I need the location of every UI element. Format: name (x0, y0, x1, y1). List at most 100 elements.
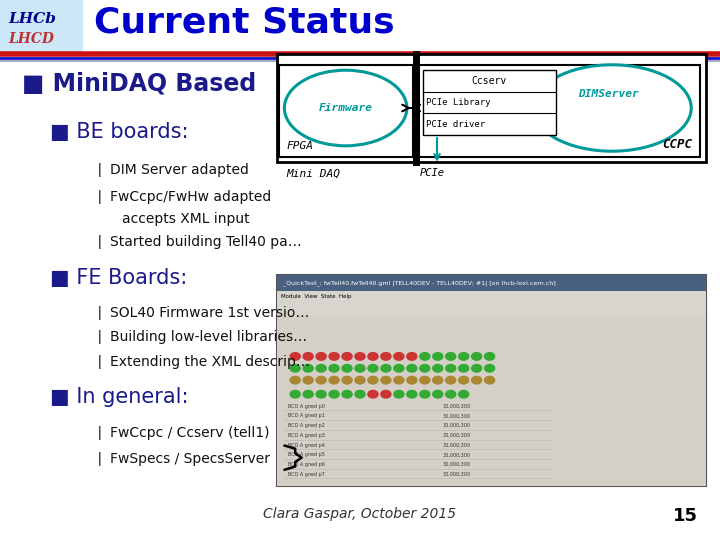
Text: BCO A gned p5: BCO A gned p5 (288, 453, 325, 457)
Circle shape (355, 353, 365, 360)
Circle shape (446, 390, 456, 398)
Text: ❘ SOL40 Firmware 1st versio…: ❘ SOL40 Firmware 1st versio… (94, 306, 309, 320)
Circle shape (342, 364, 352, 372)
Circle shape (381, 364, 391, 372)
Text: BCO A gned p7: BCO A gned p7 (288, 472, 325, 477)
Text: ■ BE boards:: ■ BE boards: (50, 122, 189, 143)
Circle shape (459, 353, 469, 360)
Circle shape (290, 390, 300, 398)
Text: BCO A gned p6: BCO A gned p6 (288, 462, 325, 467)
Circle shape (342, 390, 352, 398)
Text: ❘ FwSpecs / SpecsServer: ❘ FwSpecs / SpecsServer (94, 452, 269, 466)
Circle shape (433, 353, 443, 360)
Text: 30,000,300: 30,000,300 (443, 443, 471, 448)
Text: PCIe Library: PCIe Library (426, 98, 491, 107)
Bar (277, 302, 706, 316)
Text: LHCD: LHCD (9, 32, 55, 46)
Circle shape (394, 376, 404, 384)
Circle shape (316, 353, 326, 360)
Text: ❘ Extending the XML descrip…: ❘ Extending the XML descrip… (94, 355, 310, 369)
Circle shape (420, 376, 430, 384)
Circle shape (355, 390, 365, 398)
Circle shape (303, 376, 313, 384)
Circle shape (316, 364, 326, 372)
Text: 15: 15 (673, 507, 698, 525)
Bar (277, 275, 706, 291)
Ellipse shape (533, 65, 691, 151)
Text: BCO A gned p3: BCO A gned p3 (288, 433, 325, 438)
Circle shape (485, 353, 495, 360)
Bar (277, 54, 706, 162)
Text: LHCb: LHCb (9, 12, 56, 26)
Text: Firmware: Firmware (318, 103, 373, 113)
Bar (279, 65, 413, 157)
Bar (419, 65, 700, 157)
Circle shape (381, 353, 391, 360)
Circle shape (472, 353, 482, 360)
Text: 30,000,300: 30,000,300 (443, 404, 471, 409)
Circle shape (446, 376, 456, 384)
Circle shape (459, 390, 469, 398)
Circle shape (342, 376, 352, 384)
Circle shape (472, 376, 482, 384)
Circle shape (368, 364, 378, 372)
Text: FPGA: FPGA (287, 141, 314, 151)
Circle shape (446, 364, 456, 372)
Text: BCO A gned p4: BCO A gned p4 (288, 443, 325, 448)
Circle shape (407, 390, 417, 398)
Circle shape (355, 376, 365, 384)
Circle shape (329, 364, 339, 372)
Ellipse shape (284, 70, 407, 146)
Circle shape (316, 390, 326, 398)
Circle shape (394, 390, 404, 398)
Circle shape (290, 376, 300, 384)
Circle shape (485, 364, 495, 372)
Circle shape (459, 376, 469, 384)
Circle shape (420, 390, 430, 398)
Text: Current Status: Current Status (94, 5, 395, 39)
Text: ■ In general:: ■ In general: (50, 387, 189, 407)
Circle shape (329, 390, 339, 398)
Circle shape (290, 353, 300, 360)
Circle shape (459, 364, 469, 372)
Text: 30,000,300: 30,000,300 (443, 414, 471, 418)
Text: Ccserv: Ccserv (472, 76, 507, 86)
Bar (277, 291, 706, 302)
Circle shape (303, 364, 313, 372)
Circle shape (303, 390, 313, 398)
Circle shape (368, 376, 378, 384)
Circle shape (433, 364, 443, 372)
Text: BCO A gned p1: BCO A gned p1 (288, 414, 325, 418)
Circle shape (394, 364, 404, 372)
Text: PCIe driver: PCIe driver (426, 120, 485, 129)
Text: 30,000,300: 30,000,300 (443, 433, 471, 438)
Text: ■ FE Boards:: ■ FE Boards: (50, 268, 188, 288)
Text: Module  View  State  Help: Module View State Help (281, 294, 351, 299)
Bar (277, 275, 706, 486)
Text: 30,000,300: 30,000,300 (443, 453, 471, 457)
Circle shape (394, 353, 404, 360)
Circle shape (407, 353, 417, 360)
Text: ❘ Building low-level libraries…: ❘ Building low-level libraries… (94, 330, 307, 345)
Text: PCIe: PCIe (420, 168, 445, 179)
Text: accepts XML input: accepts XML input (122, 212, 250, 226)
Bar (277, 316, 706, 486)
Circle shape (446, 353, 456, 360)
Circle shape (316, 376, 326, 384)
Text: ■ MiniDAQ Based: ■ MiniDAQ Based (22, 72, 256, 96)
Text: _QuickTest_; fwTell40.fwTell40.gml |TELL40DEV - TELL40DEV; #1| [on lhcb-loxi.cer: _QuickTest_; fwTell40.fwTell40.gml |TELL… (281, 280, 556, 286)
Circle shape (368, 390, 378, 398)
Circle shape (485, 376, 495, 384)
Circle shape (303, 353, 313, 360)
Text: Mini DAQ: Mini DAQ (287, 168, 341, 179)
Text: ❘ Started building Tell40 pa…: ❘ Started building Tell40 pa… (94, 235, 302, 249)
Circle shape (381, 376, 391, 384)
Circle shape (420, 353, 430, 360)
Text: DIMServer: DIMServer (578, 90, 639, 99)
Text: BCO A gned p2: BCO A gned p2 (288, 423, 325, 428)
Circle shape (433, 376, 443, 384)
Circle shape (290, 364, 300, 372)
Text: 30,000,300: 30,000,300 (443, 423, 471, 428)
Text: 30,000,300: 30,000,300 (443, 472, 471, 477)
Text: CCPC: CCPC (662, 138, 693, 151)
